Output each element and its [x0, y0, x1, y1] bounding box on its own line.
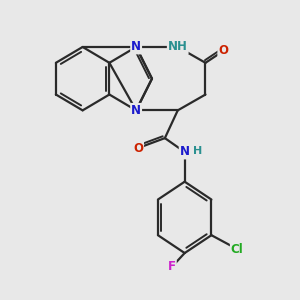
Text: NH: NH — [168, 40, 188, 53]
Text: N: N — [180, 146, 190, 158]
Text: O: O — [133, 142, 143, 154]
Text: Cl: Cl — [231, 243, 244, 256]
Text: N: N — [131, 40, 141, 53]
Text: H: H — [193, 146, 202, 156]
Text: N: N — [131, 104, 141, 117]
Text: O: O — [218, 44, 228, 57]
Text: F: F — [168, 260, 176, 273]
